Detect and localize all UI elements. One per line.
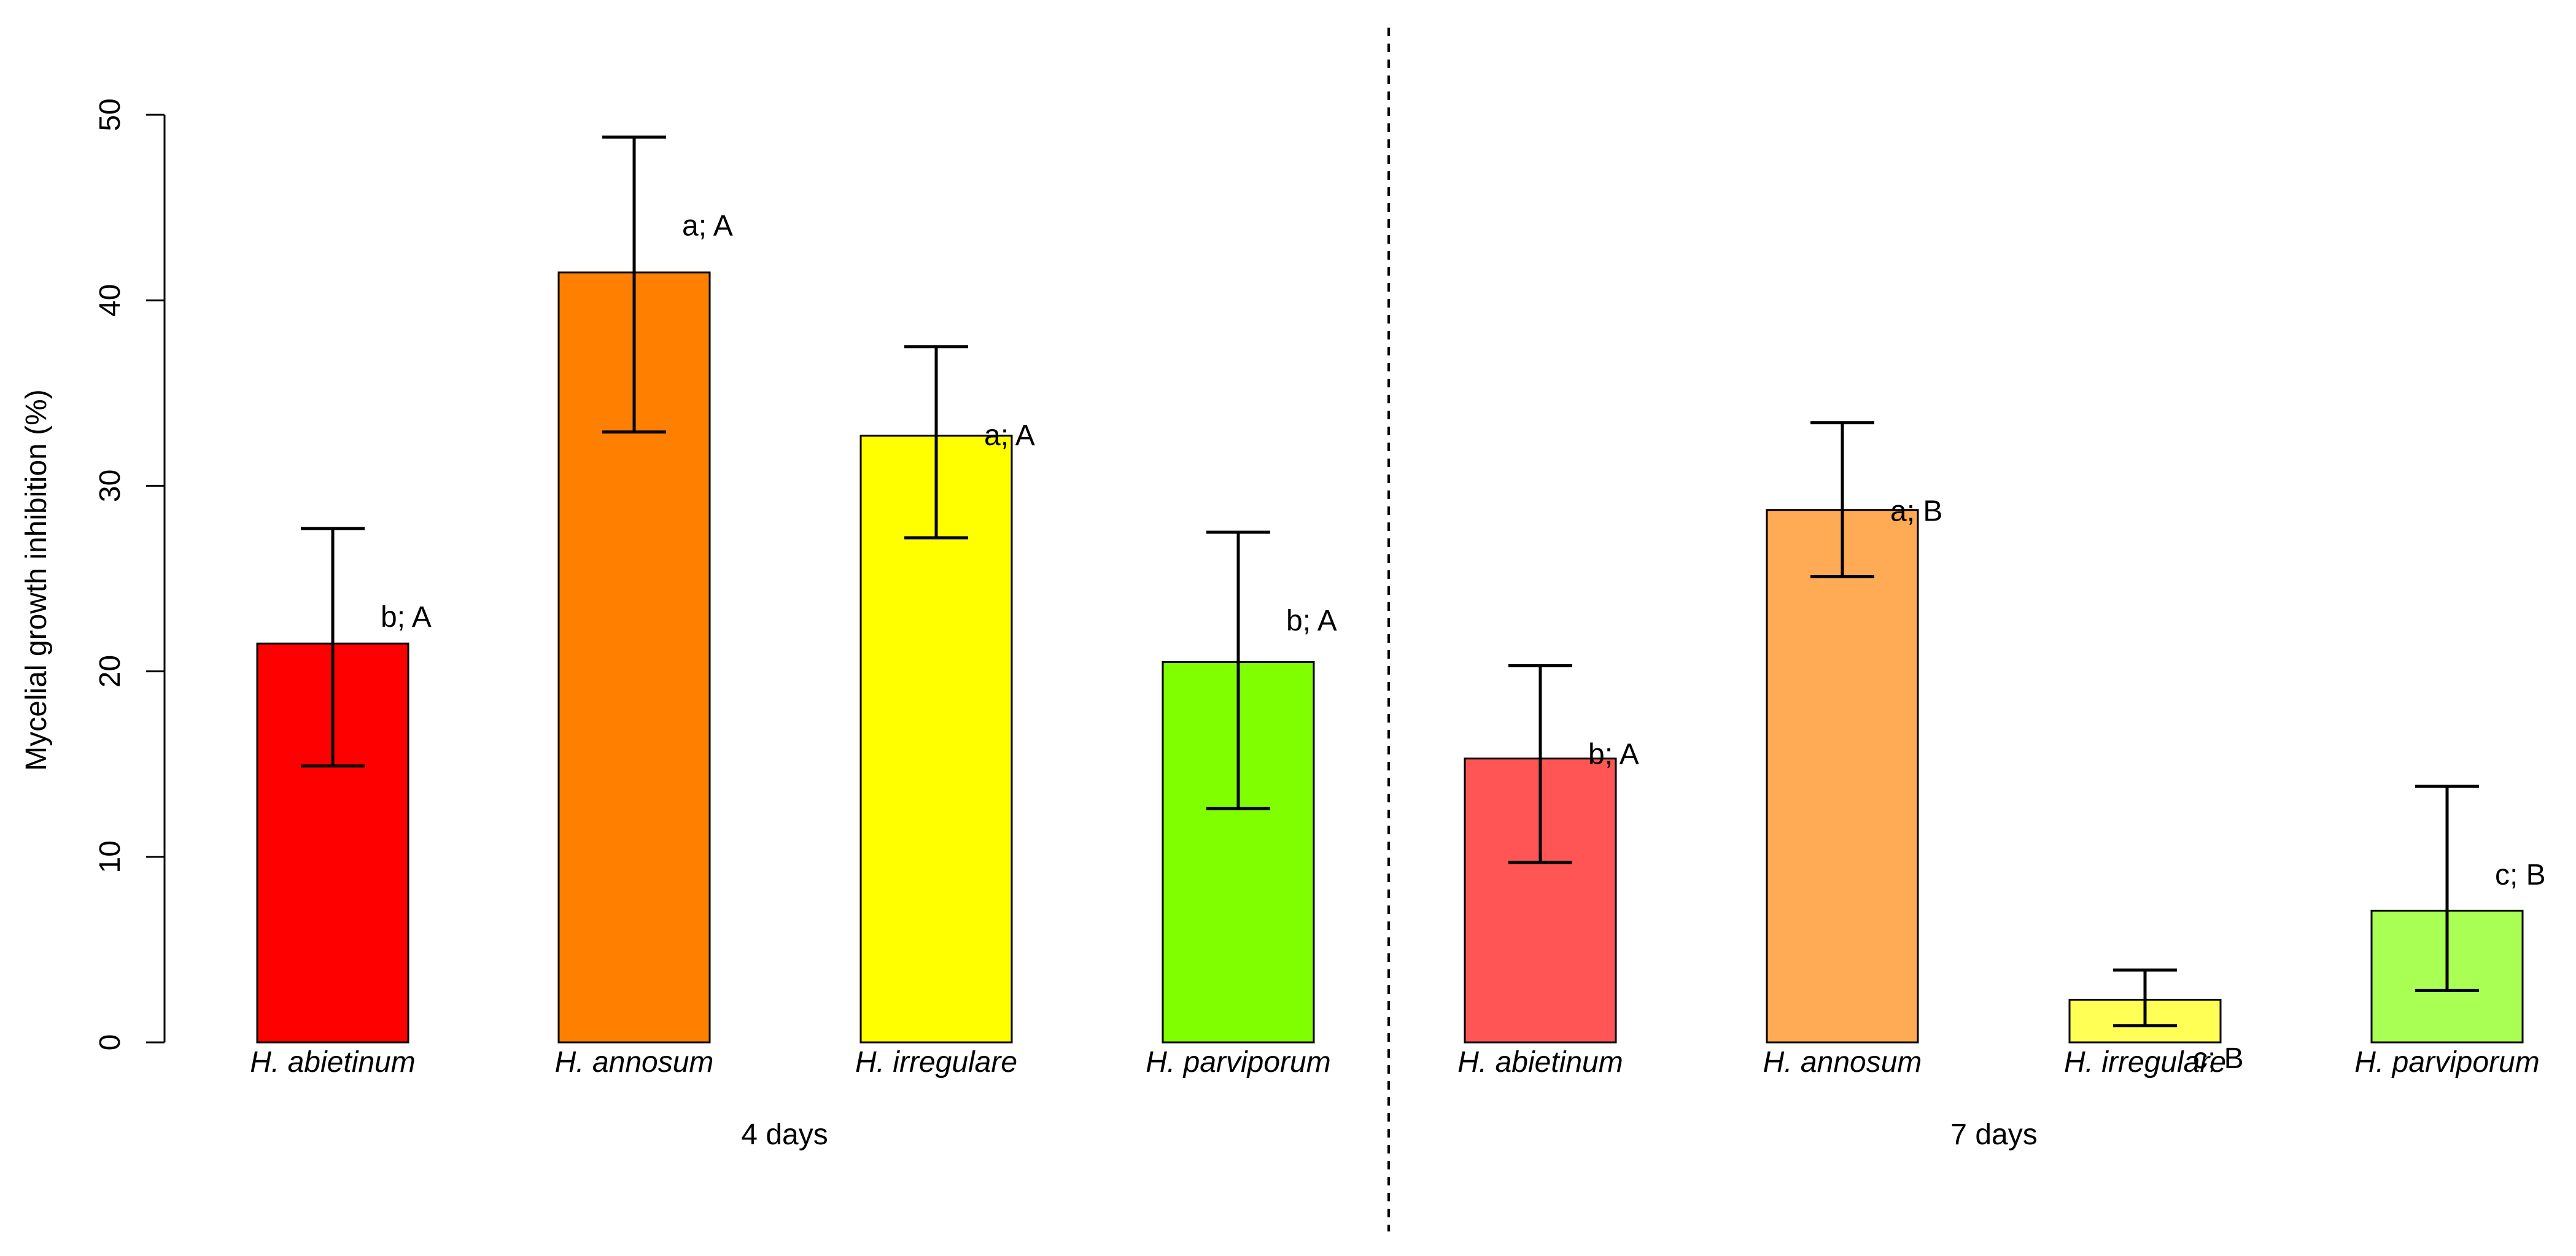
significance-label: c; B bbox=[2495, 859, 2546, 891]
y-tick-label: 30 bbox=[94, 470, 126, 502]
y-tick-label: 20 bbox=[94, 655, 126, 688]
y-axis: 0 10 20 30 40 50 bbox=[94, 98, 166, 1051]
significance-label: a; A bbox=[984, 419, 1035, 452]
category-label: H. parviporum bbox=[2354, 1046, 2539, 1079]
significance-label: c; B bbox=[2193, 1042, 2244, 1075]
category-label: H. irregulare bbox=[855, 1046, 1017, 1079]
y-axis-label: Mycelial growth inhibition (%) bbox=[20, 389, 53, 771]
significance-label: a; B bbox=[1890, 495, 1942, 528]
category-label: H. annosum bbox=[1763, 1046, 1922, 1079]
significance-label: a; A bbox=[682, 209, 733, 242]
category-label: H. annosum bbox=[555, 1046, 714, 1079]
category-label: H. irregulare bbox=[2064, 1046, 2226, 1079]
category-label: H. abietinum bbox=[1457, 1046, 1623, 1079]
y-tick-label: 0 bbox=[94, 1034, 126, 1051]
bars: b; A H. abietinum a; A H. annosum a; A H. irr… bbox=[250, 135, 2546, 1079]
significance-label: b; A bbox=[1286, 605, 1337, 637]
y-tick-label: 50 bbox=[94, 98, 126, 131]
category-label: H. parviporum bbox=[1146, 1046, 1330, 1079]
y-tick-label: 40 bbox=[94, 284, 126, 317]
bar-7d-hannosum bbox=[1766, 509, 1919, 1044]
y-tick-label: 10 bbox=[94, 840, 126, 873]
significance-label: b; A bbox=[1588, 738, 1639, 771]
group-label-7-days: 7 days bbox=[1950, 1118, 2037, 1151]
group-labels: 4 days 7 days bbox=[741, 1118, 2037, 1151]
group-label-4-days: 4 days bbox=[741, 1118, 828, 1151]
significance-label: b; A bbox=[381, 601, 432, 634]
category-label: H. abietinum bbox=[250, 1046, 415, 1079]
